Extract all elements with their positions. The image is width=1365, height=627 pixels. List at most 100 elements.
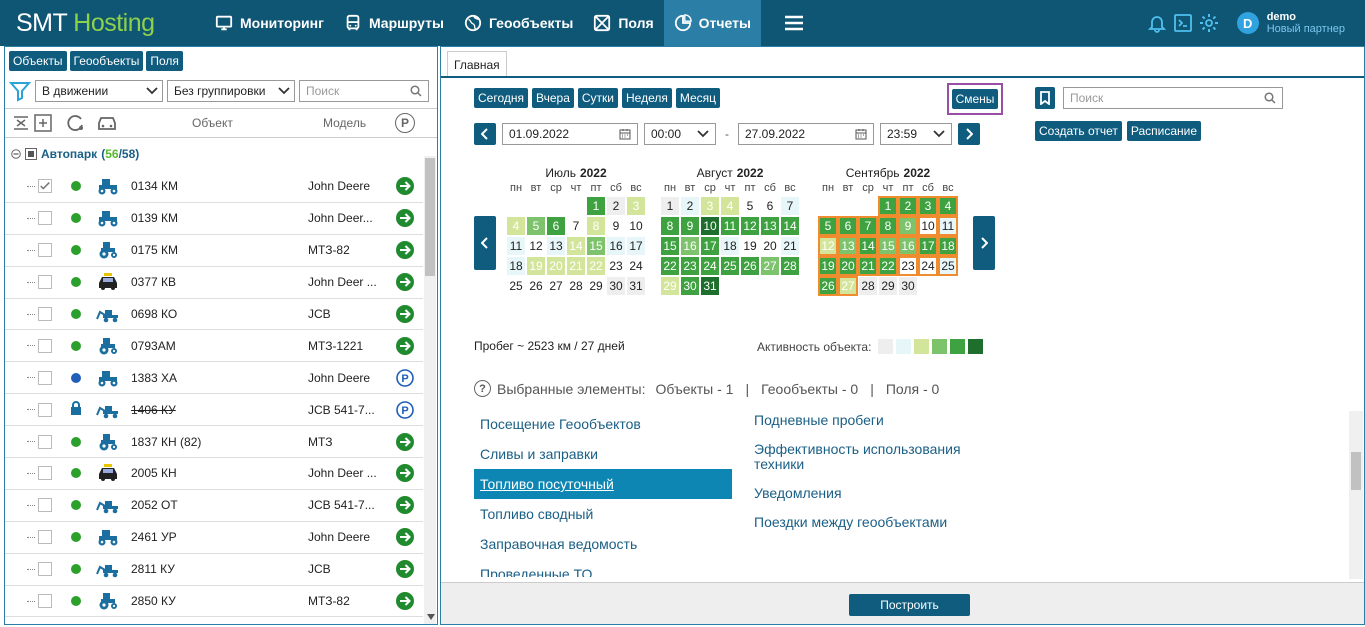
calendar-day[interactable]: 1 bbox=[661, 197, 679, 215]
parking-status-icon[interactable]: P bbox=[396, 400, 414, 419]
object-checkbox[interactable] bbox=[38, 370, 52, 385]
fleet-group[interactable]: Автопарк (56/58) bbox=[11, 147, 139, 161]
report-item[interactable]: Сливы и заправки bbox=[480, 446, 598, 462]
moving-status-icon[interactable] bbox=[396, 560, 414, 579]
calendar-day[interactable]: 26 bbox=[741, 257, 759, 275]
moving-status-icon[interactable] bbox=[396, 241, 414, 260]
scrollbar-thumb[interactable] bbox=[425, 158, 435, 276]
object-row[interactable]: 2850 КУ МТЗ-82 bbox=[5, 586, 423, 618]
calendar-day[interactable]: 7 bbox=[858, 216, 878, 236]
menu-button[interactable] bbox=[761, 0, 827, 46]
parking-column-icon[interactable]: P bbox=[395, 113, 415, 133]
logo[interactable]: SMT Hosting bbox=[16, 8, 155, 37]
object-checkbox[interactable] bbox=[38, 243, 52, 258]
calendar-day[interactable]: 25 bbox=[721, 257, 739, 275]
calendar-day[interactable]: 3 bbox=[701, 197, 719, 215]
calendar-day[interactable]: 22 bbox=[661, 257, 679, 275]
calendar-day[interactable]: 19 bbox=[527, 257, 545, 275]
calendar-day[interactable]: 29 bbox=[661, 277, 679, 295]
calendar-day[interactable]: 1 bbox=[587, 197, 605, 215]
object-row[interactable]: 1383 ХА John Deere P bbox=[5, 362, 423, 395]
object-row[interactable]: 2005 КН John Deer ... bbox=[5, 458, 423, 490]
object-checkbox[interactable] bbox=[38, 211, 52, 226]
calendar-day[interactable]: 15 bbox=[661, 237, 679, 255]
calendar-day[interactable]: 28 bbox=[781, 257, 799, 275]
calendar-day[interactable]: 4 bbox=[507, 217, 525, 235]
calendar-day[interactable]: 24 bbox=[701, 257, 719, 275]
object-checkbox[interactable] bbox=[38, 498, 52, 513]
report-item[interactable]: Эффективность использования техники bbox=[754, 441, 961, 472]
column-model[interactable]: Модель bbox=[323, 116, 367, 130]
prev-period-button[interactable] bbox=[474, 123, 496, 145]
calendar-day[interactable]: 30 bbox=[681, 277, 699, 295]
calendar-day[interactable]: 2 bbox=[607, 197, 625, 215]
calendar-day[interactable]: 28 bbox=[859, 277, 877, 295]
calendar-day[interactable]: 22 bbox=[878, 256, 898, 276]
moving-status-icon[interactable] bbox=[396, 273, 414, 292]
week-button[interactable]: Неделя bbox=[622, 88, 672, 108]
object-row[interactable]: 2461 УР John Deere bbox=[5, 522, 423, 554]
user-info[interactable]: demo Новый партнер bbox=[1267, 11, 1345, 35]
nav-reports[interactable]: Отчеты bbox=[663, 0, 761, 46]
calendar-day[interactable]: 9 bbox=[898, 216, 918, 236]
yesterday-button[interactable]: Вчера bbox=[532, 88, 574, 108]
report-item[interactable]: Топливо посуточный bbox=[474, 469, 732, 499]
calendar-day[interactable]: 31 bbox=[701, 277, 719, 295]
grouping-select[interactable]: Без группировки bbox=[167, 80, 295, 102]
calendar-day[interactable]: 25 bbox=[938, 256, 958, 276]
report-item[interactable]: Топливо сводный bbox=[480, 506, 594, 522]
nav-geoobjects[interactable]: Геообъекты bbox=[454, 0, 583, 46]
nav-routes[interactable]: Маршруты bbox=[334, 0, 454, 46]
calendar-day[interactable]: 15 bbox=[878, 236, 898, 256]
calendar-day[interactable]: 16 bbox=[681, 237, 699, 255]
parking-status-icon[interactable]: P bbox=[396, 368, 414, 387]
objects-scrollbar[interactable] bbox=[424, 156, 436, 624]
tab-fields[interactable]: Поля bbox=[146, 51, 183, 71]
calendar-day[interactable]: 11 bbox=[938, 216, 958, 236]
moving-status-icon[interactable] bbox=[396, 528, 414, 547]
nav-monitoring[interactable]: Мониторинг bbox=[205, 0, 334, 46]
object-checkbox[interactable] bbox=[38, 530, 52, 545]
report-item[interactable]: Посещение Геообъектов bbox=[480, 416, 641, 432]
selected-geoobjects[interactable]: Геообъекты - 0 bbox=[761, 380, 859, 397]
calendar-day[interactable]: 5 bbox=[741, 197, 759, 215]
object-row[interactable]: 0175 КМ МТЗ-82 bbox=[5, 235, 423, 267]
report-item[interactable]: Подневные пробеги bbox=[754, 412, 884, 428]
tab-objects[interactable]: Объекты bbox=[9, 51, 67, 71]
calendar-day[interactable]: 24 bbox=[918, 256, 938, 276]
calendar-day[interactable]: 5 bbox=[818, 216, 838, 236]
calendar-day[interactable]: 25 bbox=[507, 277, 525, 295]
refresh-icon[interactable] bbox=[66, 113, 86, 133]
moving-status-icon[interactable] bbox=[396, 305, 414, 323]
calendar-day[interactable]: 26 bbox=[527, 277, 545, 295]
schedule-button[interactable]: Расписание bbox=[1126, 121, 1202, 141]
date-from-input[interactable]: 01.09.2022 bbox=[502, 123, 638, 145]
calendar-day[interactable]: 6 bbox=[838, 216, 858, 236]
calendar-day[interactable]: 8 bbox=[878, 216, 898, 236]
calendar-day[interactable]: 15 bbox=[587, 237, 605, 255]
moving-status-icon[interactable] bbox=[396, 464, 414, 483]
calendar-day[interactable]: 12 bbox=[527, 237, 545, 255]
object-row[interactable]: 2811 КУ JCB bbox=[5, 554, 423, 586]
calendar-day[interactable]: 27 bbox=[838, 276, 858, 296]
object-row[interactable]: 0139 КМ John Deer... bbox=[5, 203, 423, 235]
calendar-day[interactable]: 20 bbox=[761, 237, 779, 255]
object-checkbox[interactable] bbox=[38, 466, 52, 481]
calendar-day[interactable]: 12 bbox=[818, 236, 838, 256]
calendar-day[interactable]: 23 bbox=[607, 257, 625, 275]
calendar-day[interactable]: 31 bbox=[627, 277, 645, 295]
calendar-day[interactable]: 29 bbox=[587, 277, 605, 295]
terminal-icon[interactable] bbox=[1173, 13, 1193, 33]
calendar-day[interactable]: 29 bbox=[879, 277, 897, 295]
calendar-day[interactable]: 13 bbox=[547, 237, 565, 255]
calendar-day[interactable]: 30 bbox=[899, 277, 917, 295]
calendar-day[interactable]: 9 bbox=[607, 217, 625, 235]
calendar-prev-button[interactable] bbox=[474, 216, 496, 270]
calendar-day[interactable]: 22 bbox=[587, 257, 605, 275]
calendar-day[interactable]: 17 bbox=[627, 237, 645, 255]
calendar-day[interactable]: 17 bbox=[701, 237, 719, 255]
avatar[interactable]: D bbox=[1236, 12, 1259, 34]
report-item[interactable]: Поездки между геообъектами bbox=[754, 514, 948, 530]
object-checkbox[interactable] bbox=[38, 594, 52, 609]
shifts-button[interactable]: Смены bbox=[951, 89, 999, 109]
